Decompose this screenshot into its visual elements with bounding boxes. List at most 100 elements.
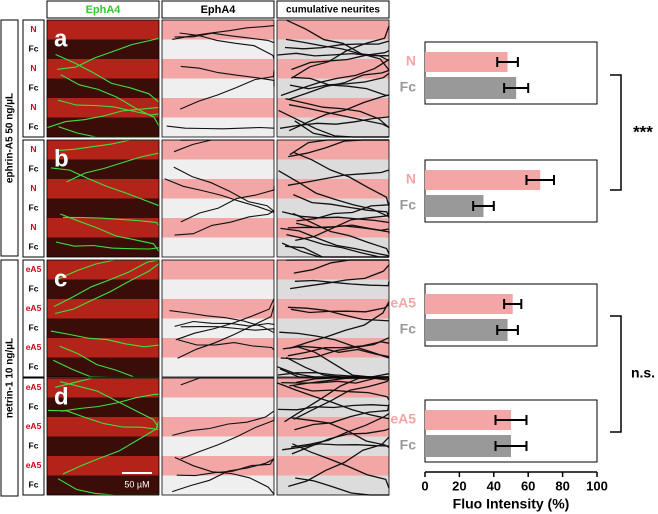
neurite [282,345,390,358]
neurite [285,98,390,129]
neurite [277,52,390,57]
error-bar [525,175,555,185]
neurite [284,40,390,50]
stripe [162,140,274,160]
stripe [277,299,389,319]
neurite [173,166,275,212]
neurite [294,404,390,431]
strip-label: N [30,24,36,34]
bar [425,410,511,430]
header-box [161,0,275,19]
neurite [172,410,275,436]
bar [425,52,508,72]
stripe [277,117,389,137]
neurite [287,169,390,186]
neurite [179,70,275,110]
bar [425,435,511,457]
condition-label: ephrin-A5 50 ng/µL [5,93,16,183]
category-label: N [406,171,416,187]
neurite [287,306,390,322]
condition-box [0,259,19,497]
strip-label: eA5 [26,382,42,392]
neurite [55,53,160,103]
bracket [610,74,622,191]
stripe [277,475,389,495]
header: cumulative neurites [286,5,380,16]
image-frame [276,139,390,258]
stripe [47,117,159,137]
stripe [162,279,274,299]
neurite [278,170,390,218]
neurite [51,167,160,207]
strip-column [22,259,45,378]
stripe [162,397,274,417]
neurite [294,279,390,287]
neurite [279,331,390,359]
neurite [60,393,160,412]
error-bar [496,325,519,335]
strip-label: eA5 [26,421,42,431]
category-label: N [406,53,416,69]
strip-label: N [30,102,36,112]
stripe [162,318,274,338]
stripe [162,179,274,199]
stripe [277,357,389,377]
strip-label: Fc [29,122,39,132]
x-tick-label: 60 [521,478,535,493]
header: EphA4 [201,4,237,16]
category-label: eA5 [390,295,416,311]
stripe [162,237,274,257]
neurite [62,216,160,226]
neurite [172,458,275,493]
strip-label: Fc [29,44,39,54]
neurite [280,337,390,360]
neurite [280,227,390,257]
neurite [169,310,275,334]
neurite [287,341,390,357]
error-bar [503,299,523,309]
error-bar [472,201,495,211]
neurite [174,456,275,495]
neurite [57,99,160,116]
strip-label: eA5 [26,303,42,313]
stripe [277,159,389,179]
error-bar [503,83,530,93]
stripe [47,198,159,218]
neurite [57,37,160,70]
stripe [47,318,159,338]
neurite [282,443,390,451]
neurite [279,116,390,129]
category-label: eA5 [390,411,416,427]
neurite [291,50,390,71]
stripe [277,140,389,160]
neurite [289,301,390,350]
stripe [162,159,274,179]
stripe [277,179,389,199]
stripe [162,475,274,495]
error-bar [496,57,519,67]
x-tick-label: 40 [487,478,501,493]
neurite [288,104,390,128]
stripe [162,260,274,280]
neurite [288,436,390,488]
stripe [47,456,159,476]
neurite [293,377,390,420]
strip-label: eA5 [26,460,42,470]
stripe [47,299,159,319]
brackets [610,74,622,433]
stripe [162,117,274,137]
neurite [178,339,275,351]
header-box [276,0,390,19]
neurite [55,241,160,250]
header: EphA4 [86,4,122,16]
neurite [292,151,390,207]
category-label: Fc [400,321,417,337]
strip-label: Fc [29,362,39,372]
strip-label: Fc [29,164,39,174]
stripe [162,378,274,398]
neurite [164,178,275,213]
bracket [610,315,622,433]
stripe [162,218,274,238]
strip-label: Fc [29,323,39,333]
